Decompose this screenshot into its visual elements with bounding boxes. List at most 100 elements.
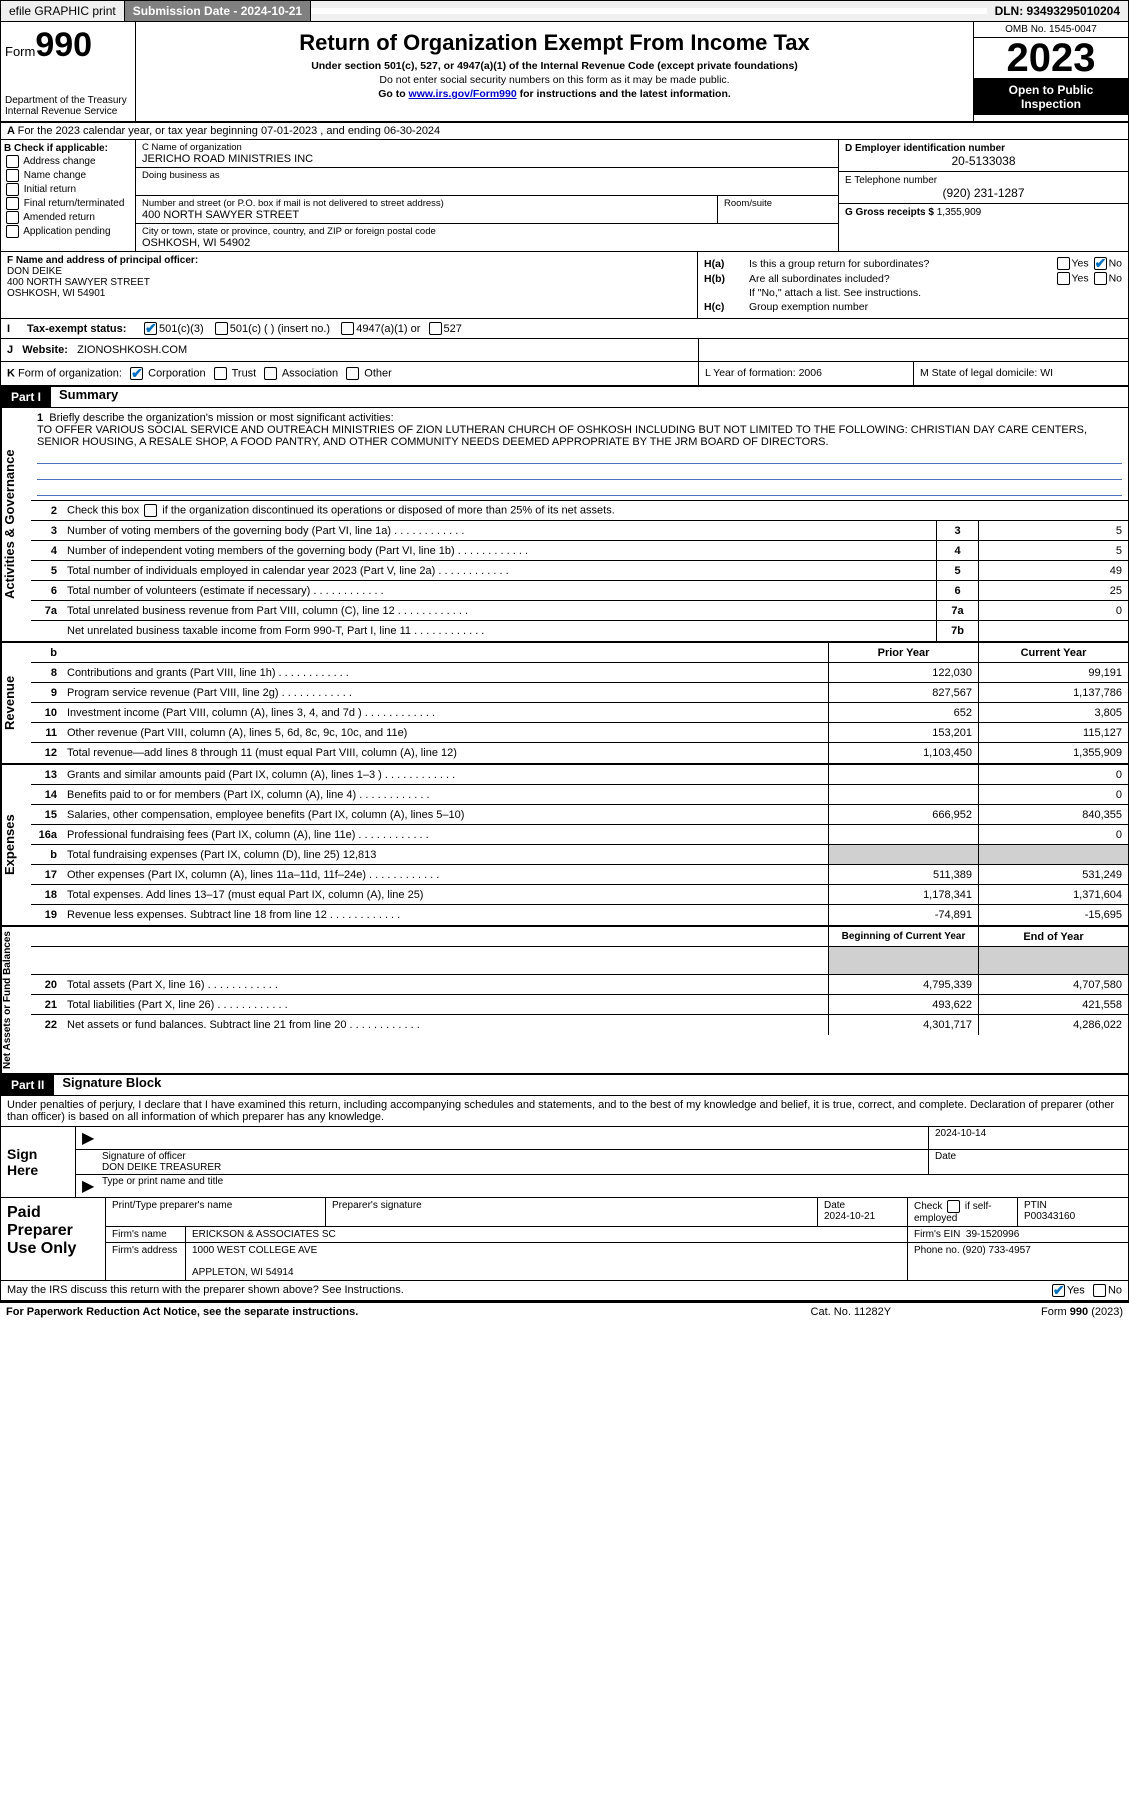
val-5: 49: [978, 561, 1128, 580]
street-cell: Number and street (or P.O. box if mail i…: [136, 196, 718, 224]
checkbox-icon[interactable]: [144, 504, 157, 517]
vlabel-netassets: Net Assets or Fund Balances: [1, 927, 31, 1073]
form-subtitle: Under section 501(c), 527, or 4947(a)(1)…: [140, 60, 969, 72]
line-18: Total expenses. Add lines 13–17 (must eq…: [63, 887, 828, 903]
top-header-bar: efile GRAPHIC print Submission Date - 20…: [0, 0, 1129, 22]
inspection-badge: Open to Public Inspection: [974, 79, 1128, 115]
checkbox-icon[interactable]: [6, 155, 19, 168]
section-f: F Name and address of principal officer:…: [1, 252, 698, 318]
row-i-tax-status: I Tax-exempt status: 501(c)(3) 501(c) ( …: [0, 319, 1129, 339]
form-left-col: Form990 Department of the Treasury Inter…: [1, 22, 136, 121]
line-7a: Total unrelated business revenue from Pa…: [63, 603, 936, 619]
line-7b: Net unrelated business taxable income fr…: [63, 623, 936, 639]
line-19: Revenue less expenses. Subtract line 18 …: [63, 907, 828, 923]
form-number: Form990: [5, 26, 131, 65]
checkbox-icon[interactable]: [429, 322, 442, 335]
vlabel-governance: Activities & Governance: [1, 408, 31, 641]
line-16b: Total fundraising expenses (Part IX, col…: [63, 847, 828, 863]
checkbox-icon[interactable]: [214, 367, 227, 380]
phone-cell: E Telephone number (920) 231-1287: [839, 172, 1128, 204]
checkbox-icon[interactable]: [130, 367, 143, 380]
checkbox-icon[interactable]: [1094, 272, 1107, 285]
checkbox-icon[interactable]: [1093, 1284, 1106, 1297]
arrow-icon: ▶: [76, 1175, 96, 1197]
org-name-cell: C Name of organization JERICHO ROAD MINI…: [136, 140, 838, 168]
checkbox-icon[interactable]: [6, 197, 19, 210]
part-ii-title: Signature Block: [62, 1075, 161, 1095]
checkbox-icon[interactable]: [1052, 1284, 1065, 1297]
line-11: Other revenue (Part VIII, column (A), li…: [63, 725, 828, 741]
val-7b: [978, 621, 1128, 641]
line-14: Benefits paid to or for members (Part IX…: [63, 787, 828, 803]
tax-year: 2023: [974, 38, 1128, 79]
phone-val: (920) 231-1287: [845, 186, 1122, 200]
checkbox-icon[interactable]: [1094, 257, 1107, 270]
sign-here-label: Sign Here: [1, 1127, 76, 1197]
part-i-header: Part I: [1, 387, 51, 407]
line-12: Total revenue—add lines 8 through 11 (mu…: [63, 745, 828, 761]
section-de: D Employer identification number 20-5133…: [838, 140, 1128, 251]
vlabel-expenses: Expenses: [1, 765, 31, 925]
line-2: Check this box Check this box if the org…: [63, 502, 1128, 519]
firm-ein: 39-1520996: [966, 1229, 1019, 1240]
b-opt-pending[interactable]: Application pending: [4, 225, 132, 238]
footer-left: For Paperwork Reduction Act Notice, see …: [6, 1306, 811, 1318]
submission-date-button[interactable]: Submission Date - 2024-10-21: [125, 1, 311, 21]
officer-addr2: OSHKOSH, WI 54901: [7, 288, 105, 299]
ssn-warning: Do not enter social security numbers on …: [140, 74, 969, 86]
checkbox-icon[interactable]: [341, 322, 354, 335]
line-a-tax-year: A For the 2023 calendar year, or tax yea…: [0, 123, 1129, 140]
officer-sig: DON DEIKE TREASURER: [102, 1162, 221, 1173]
city-cell: City or town, state or province, country…: [136, 224, 838, 251]
line-6: Total number of volunteers (estimate if …: [63, 583, 936, 599]
line-8: Contributions and grants (Part VIII, lin…: [63, 665, 828, 681]
footer-right: Form 990 (2023): [1041, 1306, 1123, 1318]
b-opt-amended[interactable]: Amended return: [4, 211, 132, 224]
firm-name: ERICKSON & ASSOCIATES SC: [186, 1227, 908, 1242]
checkbox-icon[interactable]: [144, 322, 157, 335]
line-13: Grants and similar amounts paid (Part IX…: [63, 767, 828, 783]
city-val: OSHKOSH, WI 54902: [142, 237, 832, 249]
arrow-icon: ▶: [76, 1127, 96, 1149]
b-opt-final[interactable]: Final return/terminated: [4, 197, 132, 210]
line-4: Number of independent voting members of …: [63, 543, 936, 559]
col-begin: Beginning of Current Year: [828, 927, 978, 946]
mission-block: 1 Briefly describe the organization's mi…: [31, 408, 1128, 501]
form-header: Form990 Department of the Treasury Inter…: [0, 22, 1129, 123]
checkbox-icon[interactable]: [6, 169, 19, 182]
form-title-block: Return of Organization Exempt From Incom…: [136, 22, 973, 121]
b-opt-name[interactable]: Name change: [4, 169, 132, 182]
part-i-title: Summary: [59, 387, 118, 407]
checkbox-icon[interactable]: [264, 367, 277, 380]
irs-label: Internal Revenue Service: [5, 106, 131, 117]
val-3: 5: [978, 521, 1128, 540]
mission-text: TO OFFER VARIOUS SOCIAL SERVICE AND OUTR…: [37, 424, 1087, 448]
checkbox-icon[interactable]: [947, 1200, 960, 1213]
col-prior: Prior Year: [828, 643, 978, 662]
line-16a: Professional fundraising fees (Part IX, …: [63, 827, 828, 843]
irs-link[interactable]: www.irs.gov/Form990: [409, 88, 517, 100]
checkbox-icon[interactable]: [215, 322, 228, 335]
section-bcde: B Check if applicable: Address change Na…: [0, 140, 1129, 252]
b-title: B Check if applicable:: [4, 143, 132, 154]
section-b: B Check if applicable: Address change Na…: [1, 140, 136, 251]
checkbox-icon[interactable]: [1057, 272, 1070, 285]
checkbox-icon[interactable]: [1057, 257, 1070, 270]
checkbox-icon[interactable]: [346, 367, 359, 380]
line-22: Net assets or fund balances. Subtract li…: [63, 1017, 828, 1033]
row-m: M State of legal domicile: WI: [913, 362, 1128, 385]
b-opt-address[interactable]: Address change: [4, 155, 132, 168]
section-fh: F Name and address of principal officer:…: [0, 252, 1129, 319]
line-20: Total assets (Part X, line 16): [63, 977, 828, 993]
checkbox-icon[interactable]: [6, 211, 19, 224]
line-21: Total liabilities (Part X, line 26): [63, 997, 828, 1013]
firm-addr2: APPLETON, WI 54914: [192, 1267, 294, 1278]
efile-label: efile GRAPHIC print: [1, 1, 125, 21]
checkbox-icon[interactable]: [6, 225, 19, 238]
checkbox-icon[interactable]: [6, 183, 19, 196]
form-right-col: OMB No. 1545-0047 2023 Open to Public In…: [973, 22, 1128, 121]
b-opt-initial[interactable]: Initial return: [4, 183, 132, 196]
ptin-val: P00343160: [1024, 1211, 1075, 1222]
row-klm: K Form of organization: Corporation Trus…: [0, 362, 1129, 387]
line-3: Number of voting members of the governin…: [63, 523, 936, 539]
